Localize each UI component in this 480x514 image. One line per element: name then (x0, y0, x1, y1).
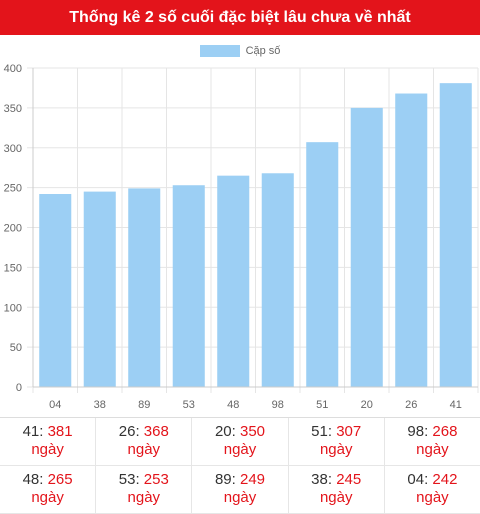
stat-days: 307 (336, 423, 362, 440)
y-tick-label: 250 (4, 183, 22, 195)
x-tick-label: 98 (272, 399, 284, 411)
stat-unit: ngày (223, 441, 257, 458)
stat-unit: ngày (127, 489, 161, 506)
bar (128, 188, 161, 387)
bar (217, 175, 250, 387)
y-tick-label: 400 (4, 63, 22, 75)
bar-chart: 0 50 100 150 200 250 300 350 400 04 38 89 53 48 98 51 20… (4, 63, 479, 411)
stat-cell: 98: 268 ngày (385, 418, 480, 465)
x-tick-label: 26 (405, 399, 417, 411)
stat-days: 245 (336, 471, 362, 488)
y-tick-label: 300 (4, 143, 22, 155)
stat-unit: ngày (319, 441, 353, 458)
y-tick-label: 100 (4, 302, 22, 314)
stat-days: 253 (143, 471, 169, 488)
legend-label: Cặp số (245, 45, 281, 57)
stat-cell: 51: 307 ngày (289, 418, 385, 465)
stat-pair: 38 (311, 471, 328, 488)
x-tick-label: 48 (227, 399, 239, 411)
stat-unit: ngày (416, 441, 449, 458)
stats-row: 48: 265 ngày 53: 253 ngày 89: 249 ngày 3… (0, 466, 480, 514)
x-tick-label: 53 (183, 399, 195, 411)
bar (39, 194, 72, 387)
stat-pair: 20 (214, 423, 232, 440)
stat-cell: 26: 368 ngày (96, 418, 193, 465)
y-tick-label: 200 (4, 223, 22, 235)
stat-days: 268 (432, 423, 458, 440)
bar (306, 142, 339, 387)
bar (439, 83, 472, 387)
legend-swatch (199, 45, 240, 57)
stat-unit: ngày (31, 489, 64, 506)
stat-cell: 48: 265 ngày (0, 466, 97, 513)
stat-days: 265 (47, 471, 73, 488)
stat-days: 368 (143, 423, 169, 440)
stat-cell: 89: 249 ngày (192, 466, 289, 513)
stat-days: 350 (240, 423, 266, 440)
stats-table: 41: 381 ngày 26: 368 ngày 20: 350 ngày 5… (0, 417, 480, 514)
chart-legend[interactable]: Cặp số (0, 42, 480, 60)
x-tick-label: 20 (361, 399, 373, 411)
stat-unit: ngày (416, 489, 449, 506)
x-tick-label: 04 (49, 399, 61, 411)
stat-pair: 89 (214, 471, 232, 488)
bar (172, 185, 205, 387)
stat-cell: 04: 242 ngày (385, 466, 480, 513)
x-tick-label: 41 (450, 399, 462, 411)
y-tick-label: 150 (4, 262, 22, 274)
stat-cell: 38: 245 ngày (289, 466, 385, 513)
chart-title-text: Thống kê 2 số cuối đặc biệt lâu chưa về … (69, 8, 411, 26)
stat-cell: 53: 253 ngày (96, 466, 193, 513)
bar (350, 107, 383, 387)
stat-days: 381 (47, 423, 73, 440)
bar (261, 173, 294, 387)
stat-days: 242 (432, 471, 458, 488)
stat-unit: ngày (319, 489, 353, 506)
stat-pair: 26 (118, 423, 136, 440)
stat-pair: 41 (22, 423, 40, 440)
bar (83, 191, 116, 387)
stat-pair: 53 (118, 471, 136, 488)
stat-pair: 48 (22, 471, 40, 488)
bar (395, 93, 428, 387)
chart-title: Thống kê 2 số cuối đặc biệt lâu chưa về … (0, 0, 480, 35)
stat-unit: ngày (31, 441, 64, 458)
stat-cell: 41: 381 ngày (0, 418, 97, 465)
x-tick-label: 51 (316, 399, 328, 411)
stat-pair: 51 (311, 423, 328, 440)
stat-unit: ngày (127, 441, 161, 458)
y-tick-label: 0 (16, 382, 22, 394)
y-tick-label: 50 (10, 342, 22, 354)
y-tick-label: 350 (4, 103, 22, 115)
x-tick-label: 38 (94, 399, 106, 411)
stat-cell: 20: 350 ngày (192, 418, 289, 465)
stat-unit: ngày (223, 489, 257, 506)
stat-days: 249 (240, 471, 266, 488)
x-tick-label: 89 (138, 399, 150, 411)
stat-pair: 04 (407, 471, 425, 488)
stats-row: 41: 381 ngày 26: 368 ngày 20: 350 ngày 5… (0, 418, 480, 466)
stat-pair: 98 (407, 423, 425, 440)
